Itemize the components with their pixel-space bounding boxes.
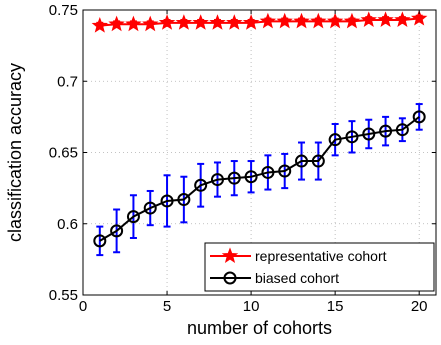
circle-marker-6 <box>194 178 208 192</box>
y-tick-label-2: 0.65 <box>49 145 78 162</box>
circle-marker-1 <box>110 224 124 238</box>
circle-marker-14 <box>328 133 342 147</box>
y-tick-label-4: 0.75 <box>49 2 78 19</box>
y-tick-label-0: 0.55 <box>49 287 78 304</box>
x-tick-label-2: 10 <box>243 298 260 315</box>
circle-marker-5 <box>177 193 191 207</box>
legend-label-representative-cohort: representative cohort <box>255 248 387 264</box>
legend-circle-shape <box>223 271 237 285</box>
circle-marker-8 <box>227 171 241 185</box>
legend: representative cohort biased cohort <box>204 242 435 292</box>
y-tick-label-3: 0.7 <box>57 73 78 90</box>
circle-marker-10 <box>261 165 275 179</box>
x-tick-label-0: 0 <box>79 298 87 315</box>
y-axis-label: classification accuracy <box>5 63 25 242</box>
star-marker-16 <box>360 11 377 27</box>
circle-marker-11 <box>278 164 292 178</box>
circle-marker-12 <box>295 154 309 168</box>
circle-marker-15 <box>345 130 359 144</box>
y-tick-label-1: 0.6 <box>57 216 78 233</box>
x-axis-label: number of cohorts <box>187 318 332 338</box>
legend-label-biased-cohort: biased cohort <box>255 270 339 286</box>
legend-star-marker <box>221 247 239 263</box>
circle-marker-19 <box>412 110 426 124</box>
circle-marker-17 <box>379 124 393 138</box>
star-marker-0 <box>91 17 109 33</box>
star-marker-2 <box>125 15 142 32</box>
series-markers <box>91 9 428 248</box>
star-marker-19 <box>410 9 428 26</box>
star-marker-18 <box>394 11 411 27</box>
circle-marker-16 <box>362 127 376 141</box>
star-marker-4 <box>158 14 176 30</box>
x-tick-label-3: 15 <box>327 298 344 315</box>
circle-marker-13 <box>311 154 325 168</box>
star-marker-10 <box>259 12 277 29</box>
axis-ticks <box>82 9 436 296</box>
legend-box <box>204 242 435 292</box>
circle-marker-4 <box>160 194 174 208</box>
circle-marker-3 <box>143 201 157 215</box>
star-marker-7 <box>209 14 226 30</box>
series-line-1 <box>99 116 420 242</box>
legend-circle-marker <box>223 271 237 285</box>
star-marker-6 <box>192 14 209 30</box>
star-marker-17 <box>377 11 394 27</box>
star-marker-8 <box>226 14 243 30</box>
star-marker-11 <box>276 12 293 29</box>
star-marker-12 <box>293 12 310 29</box>
x-tick-label-1: 5 <box>163 298 171 315</box>
star-marker-9 <box>242 14 260 30</box>
circle-marker-18 <box>395 123 409 137</box>
circle-marker-0 <box>93 234 107 248</box>
tick-labels: 0 5 10 15 20 0.55 0.6 0.65 0.7 0.75 <box>49 2 428 315</box>
star-marker-3 <box>142 15 159 32</box>
star-marker-15 <box>343 12 361 29</box>
star-marker-13 <box>310 12 327 29</box>
star-marker-5 <box>175 14 193 30</box>
star-marker-1 <box>108 15 125 32</box>
grid-lines <box>83 10 436 295</box>
legend-star-shape <box>221 247 239 263</box>
circle-marker-7 <box>210 173 224 187</box>
circle-marker-9 <box>244 170 258 184</box>
circle-marker-2 <box>126 210 140 224</box>
star-marker-14 <box>326 12 344 29</box>
x-tick-label-4: 20 <box>411 298 428 315</box>
